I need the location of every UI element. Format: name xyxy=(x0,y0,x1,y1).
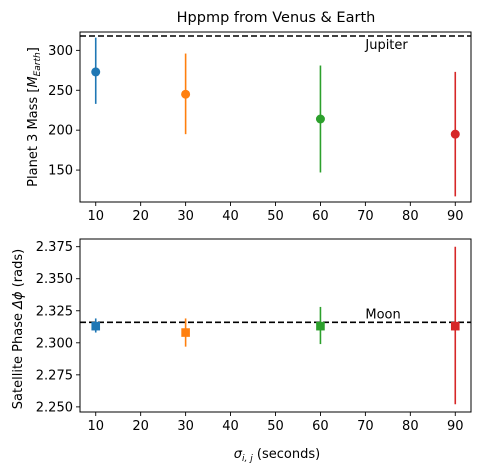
y-tick-label: 2.325 xyxy=(36,304,73,319)
y-tick-label: 2.300 xyxy=(36,336,73,351)
x-tick-label: 70 xyxy=(357,209,374,224)
data-point xyxy=(181,90,190,99)
x-tick-label: 80 xyxy=(402,419,419,434)
data-point xyxy=(316,322,325,331)
y-axis-title-symbol: Δϕ xyxy=(11,291,26,310)
data-point xyxy=(91,67,100,76)
x-tick-label: 10 xyxy=(87,419,104,434)
y-tick-label: 2.350 xyxy=(36,272,73,287)
y-axis-title-end: (rads) xyxy=(11,249,26,292)
y-axis-title-text: Planet 3 Mass [ xyxy=(26,88,41,187)
reference-label: Moon xyxy=(365,307,400,322)
x-tick-label: 40 xyxy=(222,419,239,434)
x-tick-label: 30 xyxy=(177,209,194,224)
y-tick-label: 200 xyxy=(48,124,73,139)
data-point xyxy=(91,322,100,331)
x-tick-label: 10 xyxy=(87,209,104,224)
x-tick-label: 30 xyxy=(177,419,194,434)
x-axis-title-end: (seconds) xyxy=(253,447,320,462)
x-tick-label: 40 xyxy=(222,209,239,224)
y-axis-title-subscript: Earth xyxy=(33,52,43,76)
y-axis-title-text: Satellite Phase xyxy=(11,309,26,409)
chart-title: Hppmp from Venus & Earth xyxy=(177,10,376,26)
x-tick-label: 60 xyxy=(312,419,329,434)
x-tick-label: 70 xyxy=(357,419,374,434)
y-axis-title-end: ] xyxy=(26,47,41,52)
x-tick-label: 90 xyxy=(447,419,464,434)
x-tick-label: 60 xyxy=(312,209,329,224)
x-tick-label: 20 xyxy=(132,419,149,434)
data-point xyxy=(181,328,190,337)
data-point xyxy=(451,130,460,139)
y-tick-label: 150 xyxy=(48,164,73,179)
y-axis-title: Satellite Phase Δϕ (rads) xyxy=(11,249,26,409)
x-tick-label: 50 xyxy=(267,419,284,434)
x-tick-label: 80 xyxy=(402,209,419,224)
x-tick-label: 90 xyxy=(447,209,464,224)
y-axis-title-symbol: M xyxy=(26,76,41,87)
x-tick-label: 50 xyxy=(267,209,284,224)
x-axis-title-subscript: i, j xyxy=(242,454,253,464)
reference-label: Jupiter xyxy=(364,38,408,53)
y-tick-label: 2.275 xyxy=(36,368,73,383)
data-point xyxy=(451,322,460,331)
y-tick-label: 250 xyxy=(48,84,73,99)
y-tick-label: 300 xyxy=(48,44,73,59)
y-tick-label: 2.250 xyxy=(36,400,73,415)
x-tick-label: 20 xyxy=(132,209,149,224)
data-point xyxy=(316,114,325,123)
y-tick-label: 2.375 xyxy=(36,240,73,255)
